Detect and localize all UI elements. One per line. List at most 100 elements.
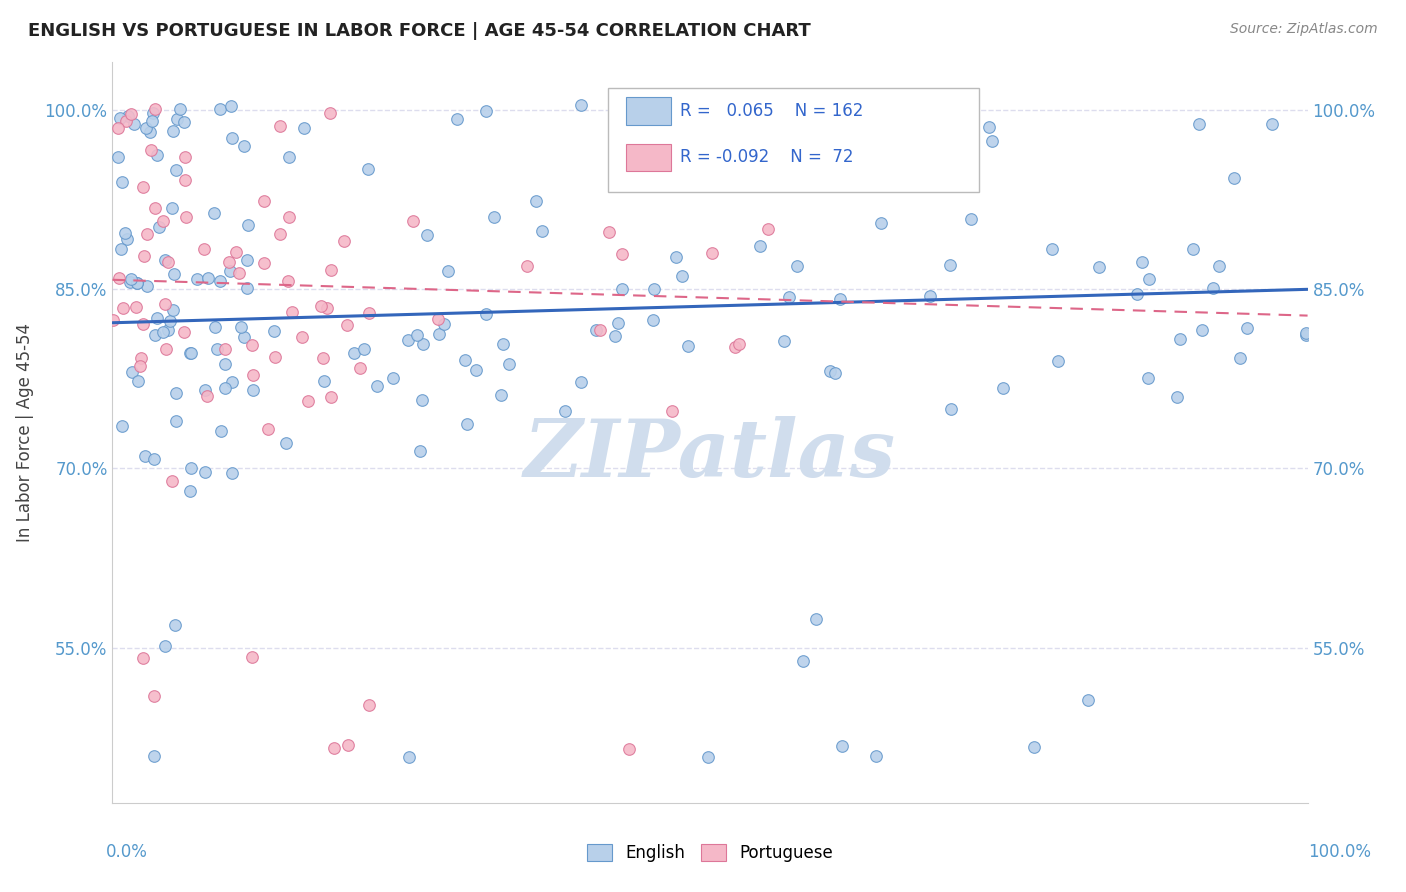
Portuguese xyxy=(174,210,197,224)
Portuguese xyxy=(124,300,146,314)
English xyxy=(221,466,243,480)
English xyxy=(427,326,450,341)
English xyxy=(219,99,242,113)
Portuguese xyxy=(277,274,299,288)
English xyxy=(411,392,433,407)
English xyxy=(114,226,136,240)
Portuguese xyxy=(120,107,142,121)
Portuguese xyxy=(349,360,371,375)
FancyBboxPatch shape xyxy=(627,97,671,125)
English xyxy=(197,271,219,285)
Portuguese xyxy=(269,119,291,133)
English xyxy=(396,333,419,347)
English xyxy=(643,312,665,326)
Text: Source: ZipAtlas.com: Source: ZipAtlas.com xyxy=(1230,22,1378,37)
English xyxy=(465,362,488,376)
Portuguese xyxy=(253,194,276,208)
English xyxy=(665,250,688,264)
English xyxy=(292,121,315,136)
Portuguese xyxy=(152,213,174,227)
Portuguese xyxy=(336,318,359,332)
English xyxy=(1182,242,1205,256)
English xyxy=(475,103,498,118)
English xyxy=(124,117,146,131)
English xyxy=(676,338,699,352)
Portuguese xyxy=(132,651,155,665)
English xyxy=(166,112,188,127)
English xyxy=(146,148,169,162)
Portuguese xyxy=(214,342,236,356)
Portuguese xyxy=(269,227,291,241)
Portuguese xyxy=(160,474,183,488)
English xyxy=(707,103,730,117)
English xyxy=(498,358,520,372)
Portuguese xyxy=(359,698,381,712)
English xyxy=(831,739,853,753)
Portuguese xyxy=(174,150,197,164)
English xyxy=(127,276,149,290)
English xyxy=(749,239,772,253)
Portuguese xyxy=(143,102,166,116)
English xyxy=(143,451,166,466)
English xyxy=(1229,351,1251,366)
English xyxy=(156,323,179,337)
English xyxy=(409,444,432,458)
English xyxy=(209,274,232,288)
Portuguese xyxy=(311,351,333,365)
English xyxy=(1047,354,1070,368)
English xyxy=(153,253,176,268)
English xyxy=(186,272,208,286)
Y-axis label: In Labor Force | Age 45-54: In Labor Force | Age 45-54 xyxy=(15,323,34,542)
English xyxy=(194,383,217,397)
Portuguese xyxy=(297,393,319,408)
Portuguese xyxy=(617,742,640,756)
English xyxy=(606,316,628,330)
Portuguese xyxy=(218,255,240,269)
English xyxy=(1295,326,1317,340)
Portuguese xyxy=(278,210,301,224)
English xyxy=(343,345,366,359)
Portuguese xyxy=(132,249,155,263)
English xyxy=(489,388,512,402)
English xyxy=(1295,328,1317,343)
English xyxy=(433,317,456,331)
English xyxy=(111,418,134,433)
Portuguese xyxy=(143,690,166,704)
Portuguese xyxy=(756,221,779,235)
English xyxy=(146,310,169,325)
English xyxy=(820,364,842,378)
Portuguese xyxy=(107,121,129,136)
Portuguese xyxy=(173,325,195,339)
English xyxy=(382,370,405,384)
Portuguese xyxy=(143,201,166,215)
Text: R =   0.065    N = 162: R = 0.065 N = 162 xyxy=(681,102,863,120)
English xyxy=(229,319,252,334)
English xyxy=(1223,171,1246,186)
Portuguese xyxy=(702,246,724,260)
English xyxy=(233,138,256,153)
English xyxy=(118,275,141,289)
English xyxy=(115,232,138,246)
English xyxy=(1188,117,1211,131)
English xyxy=(697,750,720,764)
Portuguese xyxy=(240,337,263,351)
Portuguese xyxy=(141,143,163,157)
English xyxy=(235,281,257,295)
English xyxy=(214,357,236,371)
English xyxy=(141,114,163,128)
Portuguese xyxy=(136,227,159,242)
Portuguese xyxy=(228,266,250,280)
English xyxy=(169,102,191,116)
English xyxy=(278,150,301,164)
FancyBboxPatch shape xyxy=(609,88,979,192)
English xyxy=(221,375,243,389)
English xyxy=(136,278,159,293)
FancyBboxPatch shape xyxy=(627,144,671,171)
Portuguese xyxy=(225,245,247,260)
English xyxy=(165,163,187,178)
Portuguese xyxy=(321,390,343,404)
English xyxy=(162,302,184,317)
English xyxy=(960,212,983,227)
Portuguese xyxy=(337,738,360,752)
Text: ENGLISH VS PORTUGUESE IN LABOR FORCE | AGE 45-54 CORRELATION CHART: ENGLISH VS PORTUGUESE IN LABOR FORCE | A… xyxy=(28,22,811,40)
